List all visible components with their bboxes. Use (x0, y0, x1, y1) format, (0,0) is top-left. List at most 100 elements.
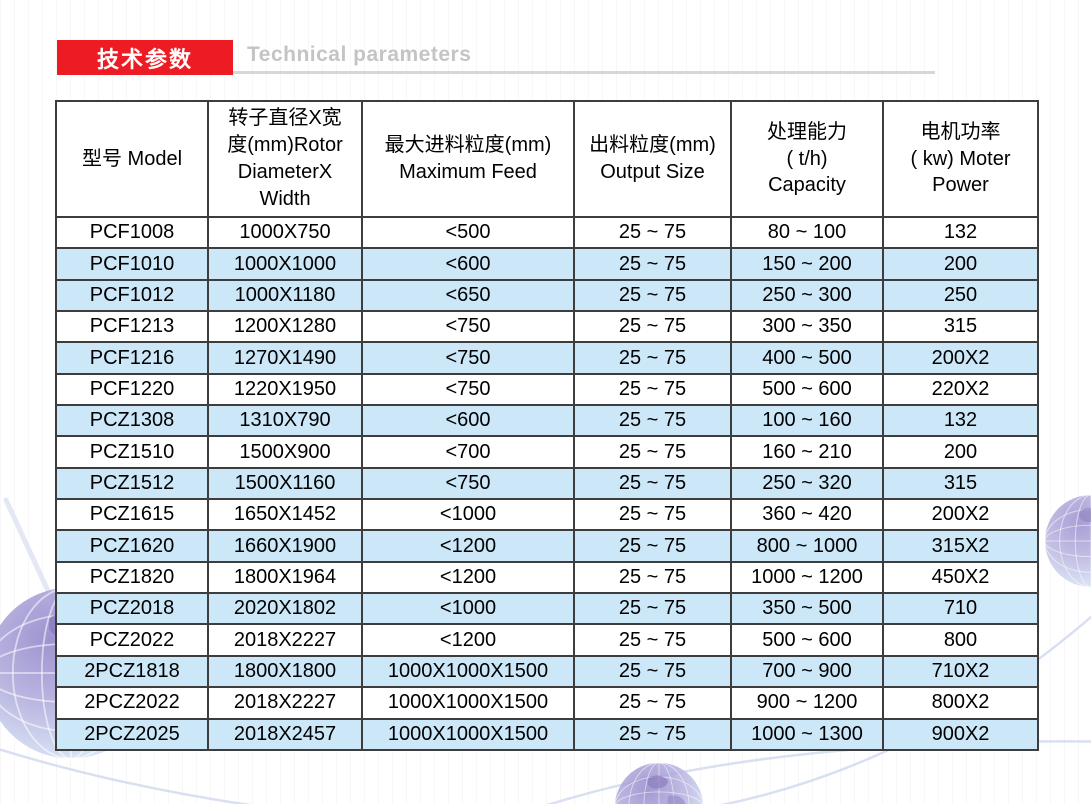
cell-rotor: 1000X1000 (207, 247, 363, 281)
cell-model: PCZ2018 (55, 592, 209, 626)
cell-model: 2PCZ1818 (55, 654, 209, 689)
column-header-model: 型号 Model (55, 100, 209, 218)
table-row: PCZ1615 1650X1452 <1000 25 ~ 75 360 ~ 420 20… (55, 498, 1039, 532)
cell-capacity: 360 ~ 420 (730, 498, 884, 532)
cell-capacity: 500 ~ 600 (730, 623, 884, 657)
table-row: PCF1220 1220X1950 <750 25 ~ 75 500 ~ 600 220… (55, 372, 1039, 407)
table-row: PCF1008 1000X750 <500 25 ~ 75 80 ~ 100 132 (55, 215, 1039, 250)
cell-motor-power: 900X2 (882, 717, 1039, 751)
cell-motor-power: 710 (882, 592, 1039, 626)
cell-output-size: 25 ~ 75 (573, 498, 732, 532)
cell-output-size: 25 ~ 75 (573, 717, 732, 751)
cell-max-feed: <700 (361, 435, 575, 469)
cell-rotor: 1000X1180 (207, 278, 363, 313)
cell-max-feed: <650 (361, 278, 575, 313)
column-header-output-size: 出料粒度(mm) Output Size (573, 100, 732, 218)
cell-motor-power: 200 (882, 247, 1039, 281)
table-row: PCZ1820 1800X1964 <1200 25 ~ 75 1000 ~ 1200… (55, 560, 1039, 595)
cell-output-size: 25 ~ 75 (573, 435, 732, 469)
cell-rotor: 1270X1490 (207, 341, 363, 375)
table-row: 2PCZ1818 1800X1800 1000X1000X1500 25 ~ 75 7… (55, 654, 1039, 689)
cell-model: PCF1008 (55, 215, 209, 250)
cell-capacity: 160 ~ 210 (730, 435, 884, 469)
column-header-max-feed: 最大进料粒度(mm) Maximum Feed (361, 100, 575, 218)
cell-max-feed: <750 (361, 466, 575, 501)
cell-output-size: 25 ~ 75 (573, 560, 732, 595)
cell-capacity: 150 ~ 200 (730, 247, 884, 281)
cell-capacity: 300 ~ 350 (730, 310, 884, 344)
cell-max-feed: 1000X1000X1500 (361, 717, 575, 751)
cell-max-feed: <600 (361, 404, 575, 438)
table-header: 型号 Model 转子直径X宽 度(mm)Rotor DiameterX Wid… (55, 100, 1039, 218)
cell-motor-power: 200X2 (882, 341, 1039, 375)
cell-model: PCF1010 (55, 247, 209, 281)
table-row: PCF1012 1000X1180 <650 25 ~ 75 250 ~ 300 250 (55, 278, 1039, 313)
section-title-en: Technical parameters (247, 43, 472, 66)
cell-output-size: 25 ~ 75 (573, 623, 732, 657)
globe-graphic-bottom (612, 760, 706, 804)
cell-output-size: 25 ~ 75 (573, 404, 732, 438)
table-row: PCZ1620 1660X1900 <1200 25 ~ 75 800 ~ 1000 3… (55, 529, 1039, 563)
cell-model: 2PCZ2025 (55, 717, 209, 751)
cell-capacity: 900 ~ 1200 (730, 686, 884, 720)
cell-rotor: 1660X1900 (207, 529, 363, 563)
cell-motor-power: 200X2 (882, 498, 1039, 532)
cell-model: 2PCZ2022 (55, 686, 209, 720)
cell-rotor: 2018X2227 (207, 686, 363, 720)
cell-model: PCZ1615 (55, 498, 209, 532)
cell-output-size: 25 ~ 75 (573, 466, 732, 501)
cell-output-size: 25 ~ 75 (573, 310, 732, 344)
cell-rotor: 1800X1964 (207, 560, 363, 595)
cell-max-feed: 1000X1000X1500 (361, 654, 575, 689)
technical-parameters-table: 型号 Model 转子直径X宽 度(mm)Rotor DiameterX Wid… (55, 100, 1039, 751)
globe-graphic-right (1042, 492, 1091, 590)
cell-model: PCZ1510 (55, 435, 209, 469)
cell-motor-power: 800 (882, 623, 1039, 657)
cell-max-feed: <750 (361, 341, 575, 375)
cell-output-size: 25 ~ 75 (573, 372, 732, 407)
cell-max-feed: <1200 (361, 560, 575, 595)
cell-output-size: 25 ~ 75 (573, 341, 732, 375)
cell-rotor: 2020X1802 (207, 592, 363, 626)
cell-rotor: 1650X1452 (207, 498, 363, 532)
cell-motor-power: 250 (882, 278, 1039, 313)
table-body: PCF1008 1000X750 <500 25 ~ 75 80 ~ 100 132 P… (55, 215, 1039, 751)
cell-motor-power: 132 (882, 215, 1039, 250)
cell-output-size: 25 ~ 75 (573, 215, 732, 250)
cell-model: PCF1012 (55, 278, 209, 313)
cell-max-feed: <600 (361, 247, 575, 281)
cell-motor-power: 450X2 (882, 560, 1039, 595)
cell-capacity: 250 ~ 300 (730, 278, 884, 313)
cell-motor-power: 132 (882, 404, 1039, 438)
cell-rotor: 2018X2227 (207, 623, 363, 657)
cell-capacity: 1000 ~ 1300 (730, 717, 884, 751)
cell-motor-power: 315 (882, 466, 1039, 501)
cell-rotor: 1500X900 (207, 435, 363, 469)
cell-motor-power: 315X2 (882, 529, 1039, 563)
cell-model: PCF1216 (55, 341, 209, 375)
cell-model: PCZ1820 (55, 560, 209, 595)
header-row: 型号 Model 转子直径X宽 度(mm)Rotor DiameterX Wid… (55, 100, 1039, 218)
cell-max-feed: <750 (361, 310, 575, 344)
cell-capacity: 100 ~ 160 (730, 404, 884, 438)
title-underline (233, 71, 935, 74)
cell-motor-power: 800X2 (882, 686, 1039, 720)
cell-max-feed: <500 (361, 215, 575, 250)
cell-rotor: 1800X1800 (207, 654, 363, 689)
cell-max-feed: <750 (361, 372, 575, 407)
table-row: PCZ2022 2018X2227 <1200 25 ~ 75 500 ~ 600 80… (55, 623, 1039, 657)
cell-model: PCZ1308 (55, 404, 209, 438)
cell-output-size: 25 ~ 75 (573, 686, 732, 720)
cell-motor-power: 220X2 (882, 372, 1039, 407)
column-header-rotor: 转子直径X宽 度(mm)Rotor DiameterX Width (207, 100, 363, 218)
cell-max-feed: <1200 (361, 529, 575, 563)
table-row: PCZ1512 1500X1160 <750 25 ~ 75 250 ~ 320 315 (55, 466, 1039, 501)
cell-motor-power: 315 (882, 310, 1039, 344)
cell-output-size: 25 ~ 75 (573, 654, 732, 689)
table-row: PCF1213 1200X1280 <750 25 ~ 75 300 ~ 350 315 (55, 310, 1039, 344)
cell-rotor: 1220X1950 (207, 372, 363, 407)
cell-rotor: 2018X2457 (207, 717, 363, 751)
cell-capacity: 80 ~ 100 (730, 215, 884, 250)
cell-capacity: 400 ~ 500 (730, 341, 884, 375)
